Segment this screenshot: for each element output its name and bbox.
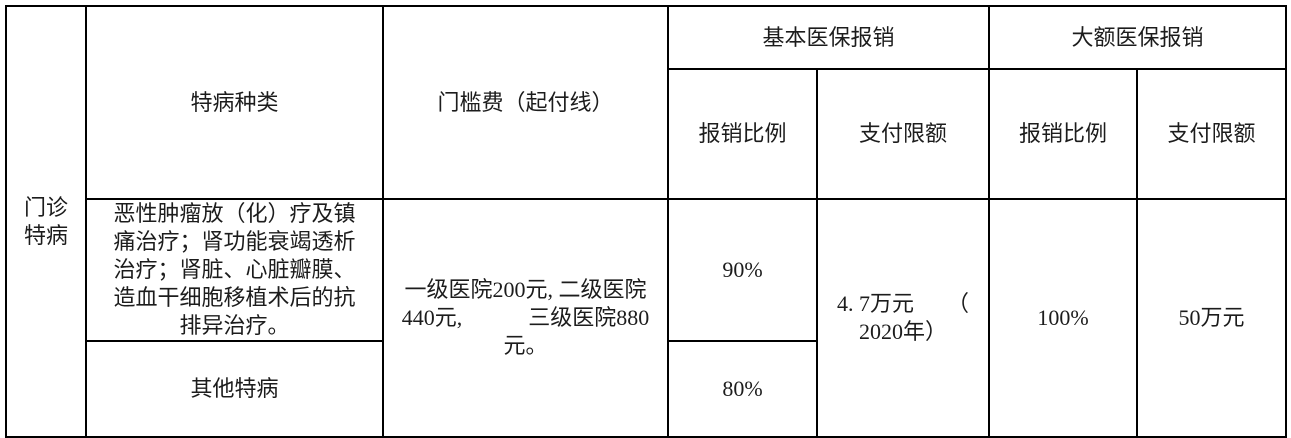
cell-threshold-fee-value: 一级医院200元, 二级医院 440元, 三级医院880 元。 [382, 198, 669, 438]
col-header-basic-limit: 支付限额 [815, 68, 991, 200]
cell-basic-ratio-row2: 80% [667, 340, 818, 438]
col-header-large-ratio: 报销比例 [988, 68, 1139, 200]
cell-basic-ratio-row1: 90% [667, 198, 818, 342]
col-header-basic-ratio: 报销比例 [667, 68, 818, 200]
col-header-disease-type: 特病种类 [85, 5, 384, 200]
row-header-outpatient-special-disease: 门诊 特病 [5, 5, 87, 438]
table-row-other-diseases: 其他特病 80% [6, 340, 1286, 438]
col-group-basic-insurance: 基本医保报销 [666, 5, 991, 70]
cell-basic-payment-limit: 4. 7万元 （ 2020年） [815, 198, 991, 438]
cell-large-ratio: 100% [988, 198, 1139, 438]
col-group-large-insurance: 大额医保报销 [988, 5, 1288, 70]
table-row-sub-header: 报销比例 支付限额 报销比例 支付限额 [6, 68, 1288, 200]
cell-large-payment-limit: 50万元 [1136, 198, 1288, 438]
cell-disease-type-list: 恶性肿瘤放（化）疗及镇 痛治疗；肾功能衰竭透析 治疗；肾脏、心脏瓣膜、 造血干细… [85, 198, 384, 342]
col-header-threshold-fee: 门槛费（起付线） [382, 5, 669, 200]
cell-other-special-diseases: 其他特病 [85, 340, 384, 438]
insurance-reimbursement-table: 门诊 特病 特病种类 门槛费（起付线） 基本医保报销 大额医保报销 报销比例 支… [5, 5, 1288, 438]
table-row-group-header: 门诊 特病 特病种类 门槛费（起付线） 基本医保报销 大额医保报销 [5, 5, 1288, 438]
col-header-large-limit: 支付限额 [1136, 68, 1288, 200]
table-row-major-diseases: 恶性肿瘤放（化）疗及镇 痛治疗；肾功能衰竭透析 治疗；肾脏、心脏瓣膜、 造血干细… [6, 198, 1288, 438]
